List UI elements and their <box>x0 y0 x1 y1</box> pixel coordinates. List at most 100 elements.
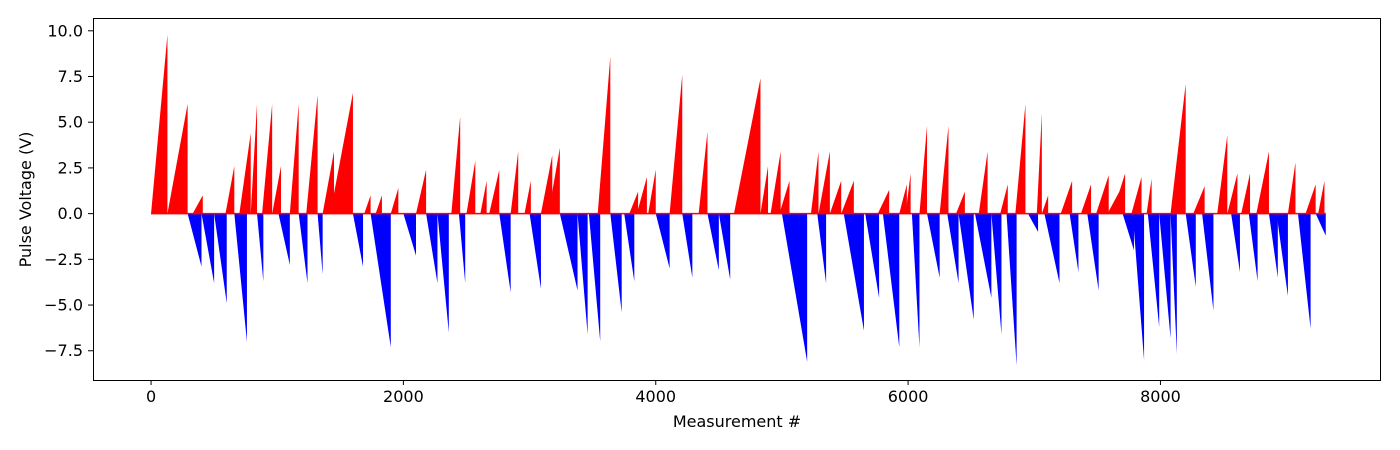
x-tick-label: 8000 <box>1140 387 1181 406</box>
negative-pulse-ramp <box>577 213 588 335</box>
positive-pulse-ramp <box>905 173 911 214</box>
positive-pulse-ramp <box>416 169 427 214</box>
negative-pulse-ramp <box>234 213 247 342</box>
positive-pulse-ramp <box>289 103 299 214</box>
negative-pulse-ramp <box>682 213 693 278</box>
negative-pulse-ramp <box>403 213 417 256</box>
positive-pulse-ramp <box>1241 173 1251 214</box>
negative-pulse-ramp <box>974 213 992 298</box>
negative-pulse-ramp <box>1268 213 1278 278</box>
positive-pulse-ramp <box>225 166 235 214</box>
positive-pulse-ramp <box>1227 173 1238 214</box>
negative-pulse-ramp <box>865 213 880 298</box>
positive-pulse-ramp <box>1096 175 1109 214</box>
negative-pulse-ramp <box>588 213 601 342</box>
y-tick-label: 7.5 <box>58 67 83 86</box>
x-tick-label: 6000 <box>888 387 929 406</box>
negative-pulse-ramp <box>499 213 511 293</box>
negative-pulse-ramp <box>201 213 215 284</box>
negative-pulse-ramp <box>559 213 578 291</box>
pulse-bars <box>151 34 1326 366</box>
negative-pulse-ramp <box>1248 213 1258 282</box>
positive-pulse-ramp <box>1287 162 1296 214</box>
positive-pulse-ramp <box>1131 177 1142 214</box>
negative-pulse-ramp <box>458 213 466 284</box>
negative-pulse-ramp <box>1315 213 1326 236</box>
negative-pulse-ramp <box>882 213 900 348</box>
positive-pulse-ramp <box>829 180 842 214</box>
positive-pulse-ramp <box>1170 83 1186 214</box>
y-tick-label: −5.0 <box>44 296 83 315</box>
positive-pulse-ramp <box>841 180 854 214</box>
positive-pulse-ramp <box>919 125 928 214</box>
x-tick-label: 2000 <box>383 387 424 406</box>
positive-pulse-ramp <box>272 166 282 214</box>
positive-pulse-ramp <box>1256 151 1269 214</box>
positive-pulse-ramp <box>364 195 371 214</box>
y-tick-label: 2.5 <box>58 158 83 177</box>
negative-pulse-ramp <box>1006 213 1017 366</box>
negative-pulse-ramp <box>352 213 364 267</box>
negative-pulse-ramp <box>1170 213 1177 355</box>
negative-pulse-ramp <box>610 213 622 313</box>
positive-pulse-ramp <box>877 189 890 214</box>
negative-pulse-ramp <box>1159 213 1171 338</box>
negative-pulse-ramp <box>991 213 1002 335</box>
positive-pulse-ramp <box>669 74 683 214</box>
negative-pulse-ramp <box>947 213 959 284</box>
positive-pulse-ramp <box>597 56 611 214</box>
negative-pulse-ramp <box>370 213 391 348</box>
positive-pulse-ramp <box>239 133 251 214</box>
negative-pulse-ramp <box>1027 213 1039 232</box>
positive-pulse-ramp <box>250 103 258 214</box>
positive-pulse-ramp <box>1041 195 1049 214</box>
positive-pulse-ramp <box>1112 173 1126 214</box>
positive-pulse-ramp <box>779 180 790 214</box>
positive-pulse-ramp <box>375 195 382 214</box>
y-tick-label: −7.5 <box>44 341 83 360</box>
positive-pulse-ramp <box>770 151 781 214</box>
y-tick-label: −2.5 <box>44 250 83 269</box>
negative-pulse-ramp <box>1297 213 1311 329</box>
y-axis-ticks: −7.5 −5.0 −2.5 0.0 2.5 5.0 7.5 10.0 <box>44 21 93 360</box>
negative-pulse-ramp <box>927 213 940 278</box>
positive-pulse-ramp <box>151 34 168 214</box>
positive-pulse-ramp <box>548 147 560 214</box>
negative-pulse-ramp <box>655 213 670 269</box>
positive-pulse-ramp <box>390 188 399 214</box>
negative-pulse-ramp <box>958 213 974 320</box>
negative-pulse-ramp <box>707 213 719 271</box>
negative-pulse-ramp <box>257 213 264 282</box>
positive-pulse-ramp <box>451 116 461 214</box>
positive-pulse-ramp <box>698 131 708 214</box>
negative-pulse-ramp <box>843 213 864 331</box>
positive-pulse-ramp <box>760 166 769 214</box>
y-axis-label: Pulse Voltage (V) <box>16 132 35 268</box>
positive-pulse-ramp <box>330 92 353 214</box>
y-tick-label: 5.0 <box>58 113 83 132</box>
negative-pulse-ramp <box>1231 213 1240 273</box>
positive-pulse-ramp <box>1305 184 1316 214</box>
positive-pulse-ramp <box>956 191 965 214</box>
positive-pulse-ramp <box>192 195 203 214</box>
positive-pulse-ramp <box>899 184 907 214</box>
positive-pulse-ramp <box>1036 113 1042 214</box>
positive-pulse-ramp <box>636 177 647 214</box>
positive-pulse-ramp <box>540 155 553 214</box>
positive-pulse-ramp <box>648 169 656 214</box>
positive-pulse-ramp <box>629 191 639 214</box>
positive-pulse-ramp <box>1146 178 1152 214</box>
x-tick-label: 4000 <box>635 387 676 406</box>
negative-pulse-ramp <box>1122 213 1134 251</box>
positive-pulse-ramp <box>306 94 318 214</box>
positive-pulse-ramp <box>322 151 334 214</box>
positive-pulse-ramp <box>262 103 273 214</box>
y-tick-label: 0.0 <box>58 204 83 223</box>
positive-pulse-ramp <box>978 151 988 214</box>
negative-pulse-ramp <box>624 213 635 282</box>
negative-pulse-ramp <box>529 213 541 289</box>
negative-pulse-ramp <box>214 213 227 304</box>
positive-pulse-ramp <box>1318 180 1325 214</box>
negative-pulse-ramp <box>1044 213 1060 284</box>
